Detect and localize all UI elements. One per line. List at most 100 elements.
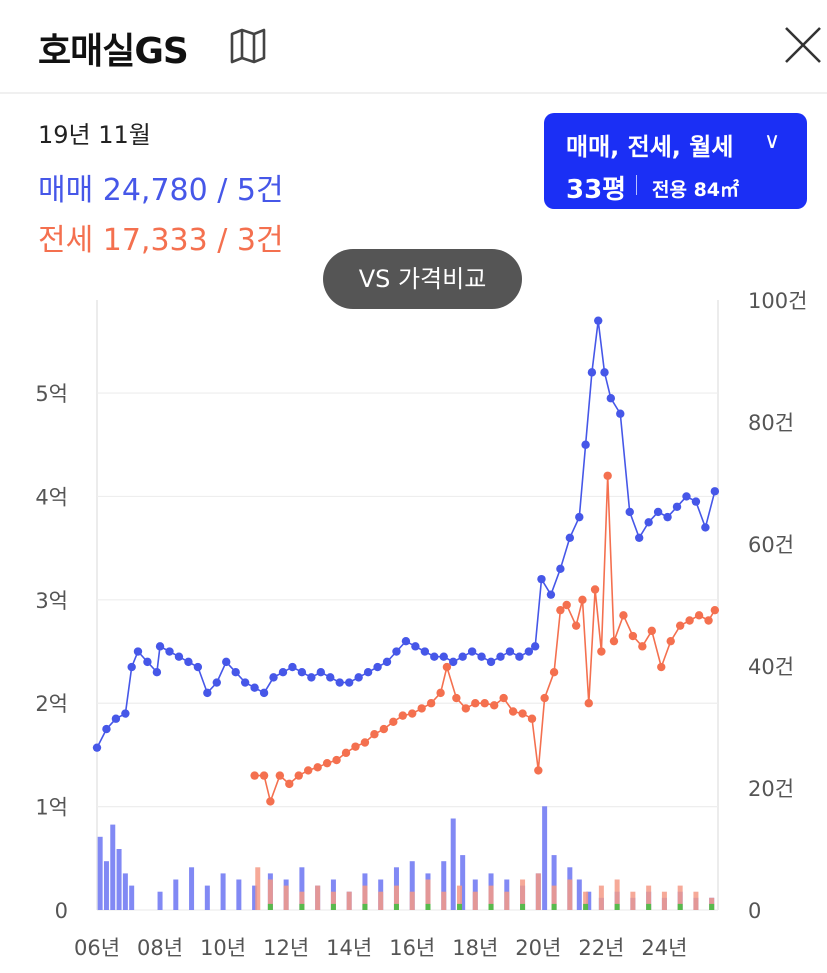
volume-bar	[450, 818, 456, 910]
volume-bar	[693, 891, 699, 910]
x-tick-label: 12년	[263, 936, 309, 960]
price-point	[609, 636, 619, 646]
price-point	[408, 709, 417, 718]
volume-bar	[425, 903, 431, 910]
volume-bar	[583, 903, 589, 910]
volume-bar	[362, 885, 368, 910]
price-point	[294, 771, 303, 780]
volume-bar	[709, 903, 715, 910]
price-point	[401, 636, 411, 646]
price-point	[571, 621, 581, 630]
price-point	[575, 512, 584, 522]
price-point	[316, 668, 326, 677]
price-point	[373, 662, 382, 672]
volume-bar	[330, 903, 336, 910]
price-point	[638, 642, 647, 651]
volume-bar	[220, 873, 226, 910]
vs-compare-button[interactable]: VS 가격비교	[323, 249, 522, 309]
price-point	[489, 701, 499, 710]
volume-bar	[586, 891, 592, 910]
close-icon[interactable]	[780, 22, 826, 68]
sale-summary: 매매 24,780 / 5건	[38, 173, 284, 208]
volume-bar	[173, 879, 179, 910]
volume-bar	[330, 891, 336, 910]
price-point	[546, 590, 556, 599]
chevron-down-icon: ∨	[764, 129, 781, 154]
trade-filter-button[interactable]: 매매, 전세, 월세 ∨ 33평 전용 84㎡	[544, 113, 807, 209]
volume-bar	[267, 879, 273, 910]
price-line	[96, 320, 716, 749]
header: 호매실GS	[0, 0, 827, 94]
volume-bar	[551, 885, 557, 910]
price-point	[165, 647, 174, 656]
left-tick-label: 0	[55, 899, 68, 923]
price-point	[341, 748, 351, 758]
x-tick-label: 18년	[452, 936, 498, 960]
price-point	[584, 699, 593, 708]
volume-bar	[630, 891, 636, 910]
price-point	[527, 714, 537, 723]
price-point	[556, 564, 565, 574]
price-point	[231, 668, 240, 677]
price-point	[524, 647, 534, 656]
price-point	[653, 507, 663, 517]
price-point	[285, 779, 294, 789]
volume-bar	[346, 891, 352, 910]
volume-bar	[646, 885, 652, 910]
right-tick-label: 20건	[748, 777, 794, 801]
price-point	[657, 662, 666, 672]
price-point	[392, 647, 401, 656]
left-tick-label: 3억	[35, 589, 68, 613]
price-point	[382, 657, 392, 667]
price-point	[344, 678, 354, 687]
volume-bar	[110, 824, 116, 910]
volume-bar	[441, 861, 447, 910]
price-point	[496, 652, 505, 661]
volume-bar	[441, 891, 447, 910]
map-icon[interactable]	[228, 28, 268, 64]
price-point	[562, 600, 571, 610]
price-point	[515, 652, 524, 661]
price-point	[694, 611, 704, 620]
price-point	[565, 533, 575, 542]
price-point	[537, 574, 546, 584]
right-tick-label: 100건	[748, 289, 807, 313]
volume-bar	[409, 861, 415, 910]
price-point	[102, 724, 111, 734]
price-point	[143, 657, 152, 667]
volume-bar	[567, 879, 573, 910]
price-point	[442, 662, 452, 672]
volume-bar	[189, 867, 195, 910]
price-point	[587, 368, 597, 377]
volume-bar	[677, 903, 683, 910]
price-point	[628, 631, 638, 641]
price-point	[663, 512, 672, 522]
volume-bar	[488, 885, 494, 910]
price-point	[467, 647, 477, 656]
right-tick-label: 60건	[748, 533, 794, 557]
jeonse-summary: 전세 17,333 / 3건	[38, 223, 284, 258]
price-point	[351, 742, 360, 751]
price-point	[250, 683, 259, 692]
volume-bar	[488, 903, 494, 910]
volume-bar	[204, 885, 210, 910]
volume-bar	[661, 891, 667, 910]
price-point	[436, 688, 445, 698]
volume-bar	[255, 867, 261, 910]
price-point	[710, 605, 720, 615]
x-tick-label: 24년	[641, 936, 687, 960]
x-tick-label: 16년	[389, 936, 435, 960]
x-tick-label: 08년	[137, 936, 183, 960]
price-point	[556, 605, 565, 615]
volume-bar	[283, 885, 289, 910]
volume-bar	[520, 879, 526, 910]
volume-bar	[646, 903, 652, 910]
price-point	[634, 533, 644, 542]
price-chart[interactable]: 0 1억 2억 3억 4억 5억 0 20건 40건 60건 80건 100건 06년 08년 10년 12년…	[0, 285, 827, 973]
price-point	[240, 678, 250, 687]
volume-bar	[583, 891, 589, 910]
price-point	[259, 771, 269, 780]
price-point	[111, 714, 121, 723]
volume-bar	[677, 885, 683, 910]
volume-bar	[551, 903, 557, 910]
